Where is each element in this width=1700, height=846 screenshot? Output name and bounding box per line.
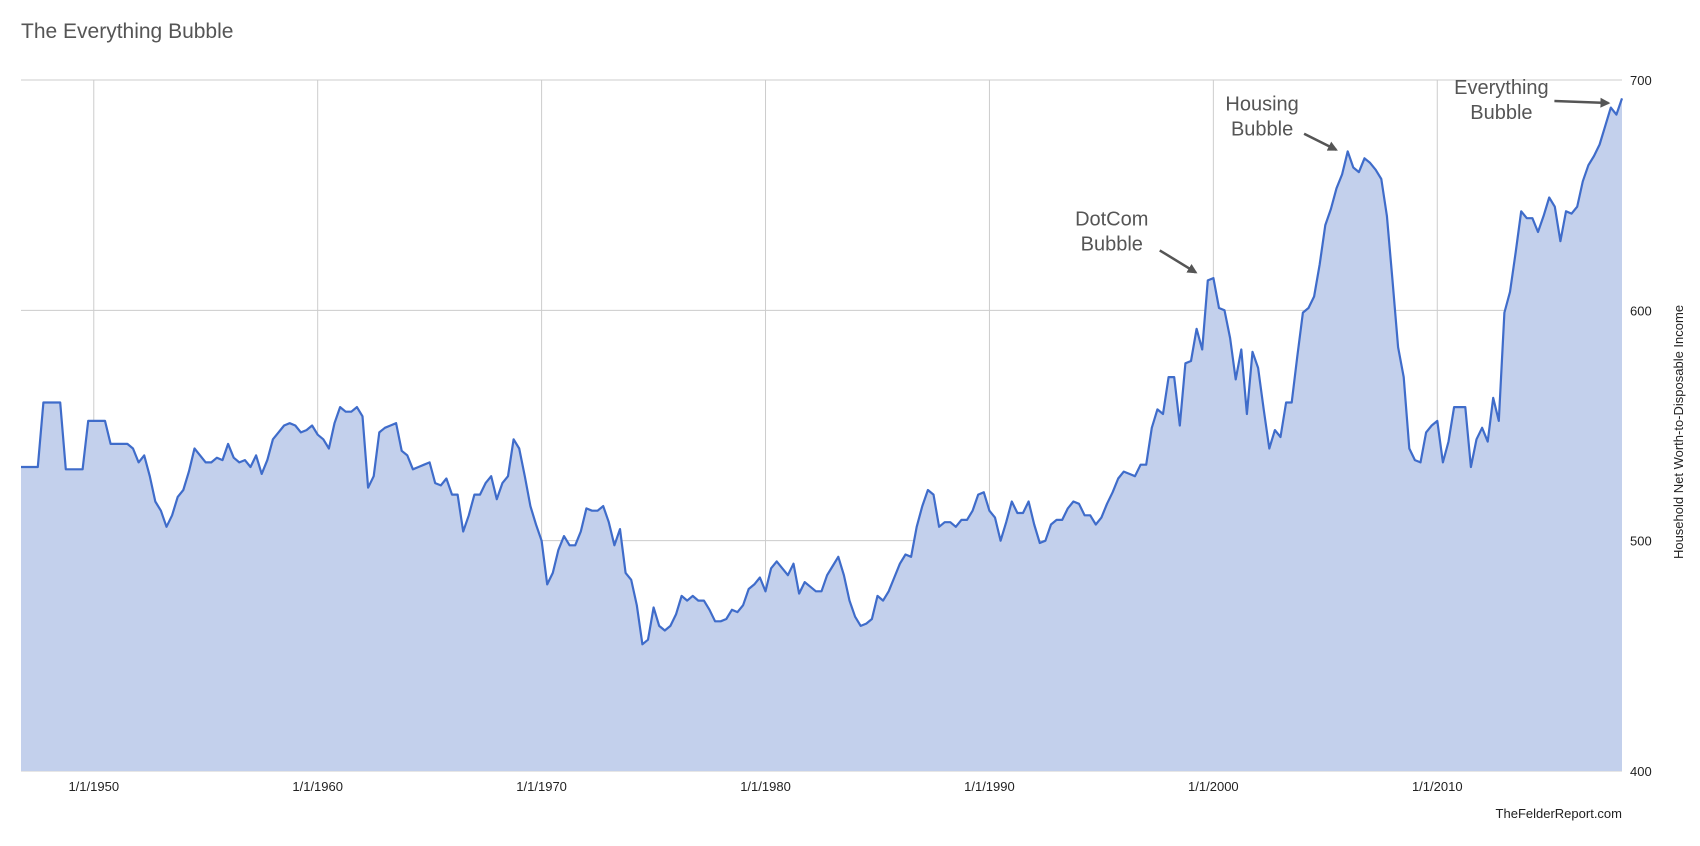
annotation-text: Bubble: [1470, 102, 1532, 124]
y-axis-ticks: 400 500 600 700: [1630, 73, 1652, 779]
annotation-arrow: [1554, 97, 1611, 108]
y-tick-label: 600: [1630, 303, 1652, 318]
source-credit: TheFelderReport.com: [1495, 806, 1622, 821]
annotations: DotCom Bubble Housing Bubble Everything Bubbl…: [1075, 77, 1611, 274]
annotation-text: Bubble: [1231, 119, 1293, 141]
x-tick-label: 1/1/1960: [292, 779, 343, 794]
annotation: Everything Bubble: [1454, 77, 1611, 124]
x-tick-label: 1/1/1980: [740, 779, 791, 794]
annotation-text: DotCom: [1075, 208, 1148, 230]
annotation-arrow: [1303, 132, 1338, 151]
annotation: DotCom Bubble: [1075, 208, 1198, 274]
x-tick-label: 1/1/2000: [1188, 779, 1239, 794]
x-axis-ticks: 1/1/1950 1/1/1960 1/1/1970 1/1/1980 1/1/1990…: [68, 779, 1462, 794]
area-fill: [21, 98, 1622, 771]
annotation-text: Housing: [1225, 94, 1298, 116]
y-axis-label: Household Net Worth-to-Disposable Income: [1671, 305, 1686, 559]
x-tick-label: 1/1/1970: [516, 779, 567, 794]
x-tick-label: 1/1/1950: [68, 779, 119, 794]
x-tick-label: 1/1/1990: [964, 779, 1015, 794]
chart-title: The Everything Bubble: [21, 20, 234, 43]
annotation-text: Everything: [1454, 77, 1549, 99]
y-tick-label: 400: [1630, 764, 1652, 779]
y-tick-label: 500: [1630, 534, 1652, 549]
series-line: [21, 98, 1624, 646]
annotation-text: Bubble: [1081, 233, 1143, 255]
y-tick-label: 700: [1630, 73, 1652, 88]
x-tick-label: 1/1/2010: [1412, 779, 1463, 794]
annotation: Housing Bubble: [1225, 94, 1338, 151]
annotation-arrow: [1159, 249, 1198, 274]
